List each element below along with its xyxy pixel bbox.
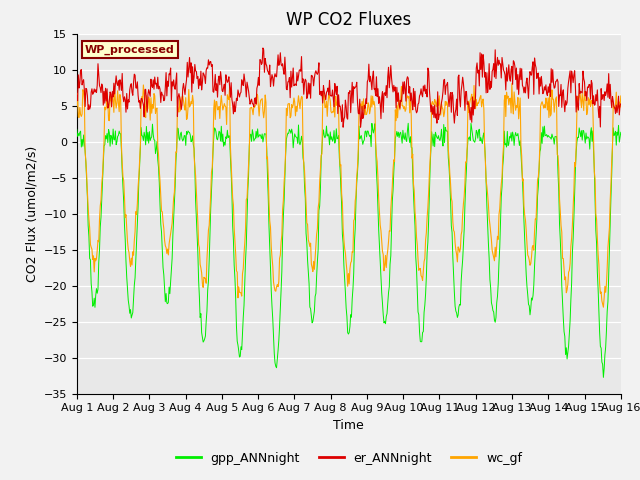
er_ANNnight	[617, 101, 625, 107]
gpp_ANNnight	[600, 374, 607, 380]
Legend: gpp_ANNnight, er_ANNnight, wc_gf: gpp_ANNnight, er_ANNnight, wc_gf	[171, 447, 527, 469]
gpp_ANNnight	[416, 329, 424, 335]
gpp_ANNnight	[73, 127, 81, 132]
Line: gpp_ANNnight: gpp_ANNnight	[77, 123, 621, 377]
wc_gf	[600, 304, 607, 310]
Line: er_ANNnight: er_ANNnight	[77, 48, 621, 127]
wc_gf	[223, 121, 230, 127]
wc_gf	[617, 93, 625, 99]
er_ANNnight	[259, 45, 267, 51]
er_ANNnight	[417, 91, 424, 97]
gpp_ANNnight	[404, 120, 412, 126]
Y-axis label: CO2 Flux (umol/m2/s): CO2 Flux (umol/m2/s)	[25, 145, 38, 282]
gpp_ANNnight	[194, 250, 202, 256]
wc_gf	[73, 103, 81, 109]
gpp_ANNnight	[83, 177, 90, 182]
gpp_ANNnight	[431, 130, 439, 135]
er_ANNnight	[339, 124, 347, 130]
er_ANNnight	[139, 99, 147, 105]
Text: WP_processed: WP_processed	[85, 44, 175, 55]
wc_gf	[415, 267, 422, 273]
wc_gf	[508, 81, 516, 86]
wc_gf	[139, 97, 147, 103]
wc_gf	[194, 220, 202, 226]
Title: WP CO2 Fluxes: WP CO2 Fluxes	[286, 11, 412, 29]
gpp_ANNnight	[223, 136, 230, 142]
gpp_ANNnight	[617, 130, 625, 135]
Line: wc_gf: wc_gf	[77, 84, 621, 307]
er_ANNnight	[223, 76, 230, 82]
er_ANNnight	[73, 93, 81, 99]
wc_gf	[83, 172, 90, 178]
er_ANNnight	[83, 86, 90, 92]
er_ANNnight	[433, 111, 440, 117]
X-axis label: Time: Time	[333, 419, 364, 432]
gpp_ANNnight	[139, 133, 147, 139]
er_ANNnight	[194, 73, 202, 79]
wc_gf	[431, 96, 438, 102]
